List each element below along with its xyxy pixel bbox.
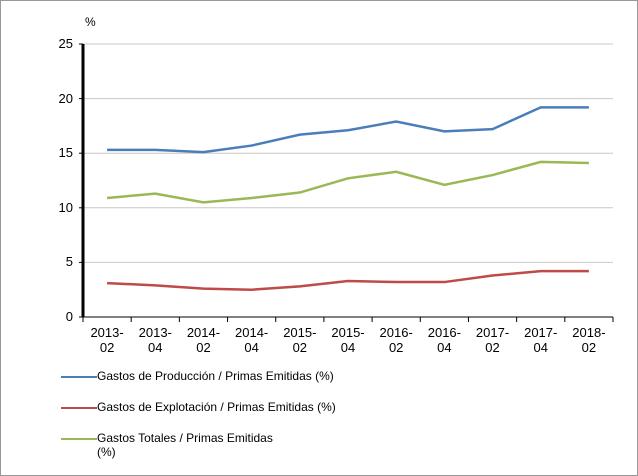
x-tick-label: 2015-02 [283,325,317,355]
legend-swatch [61,407,97,409]
legend-label: Gastos Totales / Primas Emitidas (%) [97,431,273,459]
legend-label: Gastos de Producción / Primas Emitidas (… [97,369,334,383]
y-tick-label: 15 [58,145,73,161]
x-tick-label: 2015-04 [331,325,365,355]
y-axis-label: % [85,15,96,29]
x-tick-label: 2017-02 [475,325,510,355]
series-line [107,106,589,154]
y-tick-label: 5 [65,254,73,270]
x-tick-label: 2014-02 [186,325,221,355]
y-tick-label: 25 [58,36,73,51]
series-line [107,269,589,291]
legend-swatch [61,438,97,440]
x-tick-label: 2018-02 [572,325,606,355]
legend-swatch [61,376,97,378]
legend-item: Gastos Totales / Primas Emitidas (%) [61,431,273,459]
x-tick-label: 2013-04 [138,325,172,355]
y-tick-label: 10 [58,199,73,215]
y-tick-label: 20 [58,90,73,106]
x-tick-label: 2016-02 [379,325,413,355]
x-tick-label: 2013-02 [90,325,124,355]
y-tick-label: 0 [65,309,73,324]
x-tick-label: 2016-04 [427,325,461,355]
series-line [106,160,589,204]
legend-item: Gastos de Explotación / Primas Emitidas … [61,400,336,414]
legend-item: Gastos de Producción / Primas Emitidas (… [61,369,334,383]
legend-label: Gastos de Explotación / Primas Emitidas … [97,400,336,414]
x-tick-label: 2017-04 [524,325,558,355]
x-tick-label: 2014-04 [235,325,269,355]
